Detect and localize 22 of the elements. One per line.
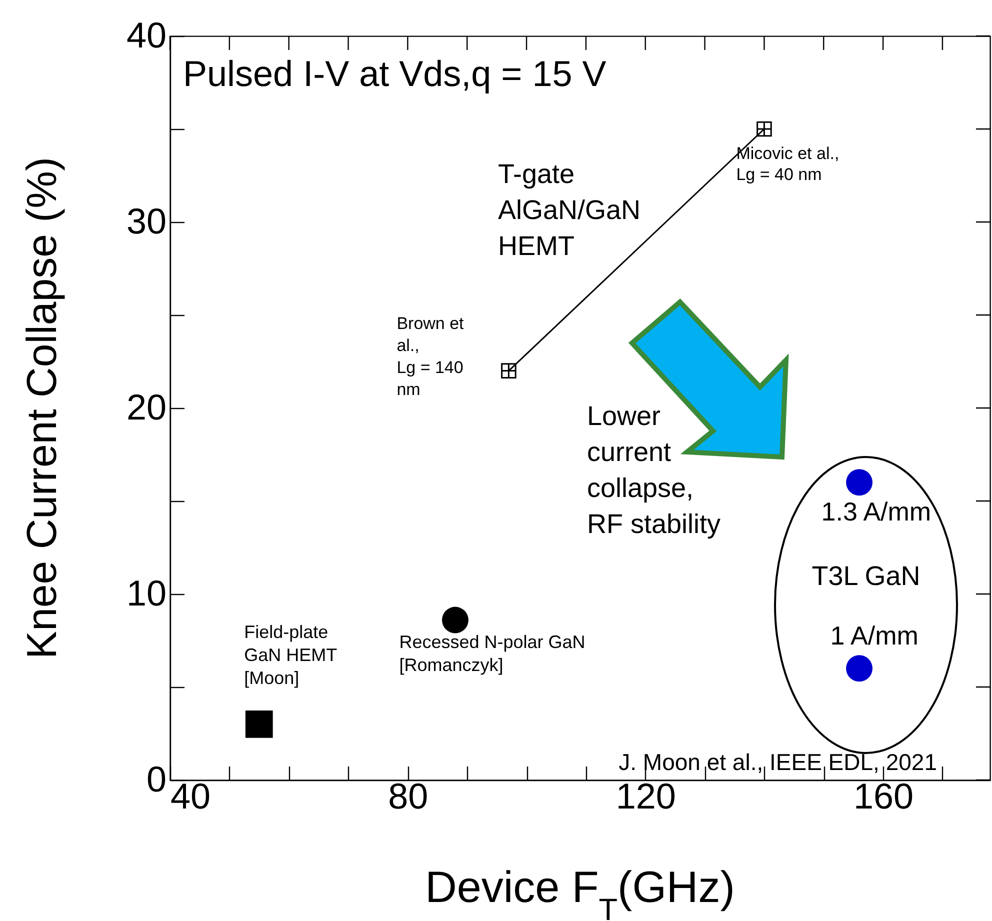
y-tick-label: 0 [146, 758, 166, 800]
y-axis-title: Knee Current Collapse (%) [18, 157, 65, 659]
annotation: Lower current collapse, RF stability [587, 401, 722, 539]
x-tick-label: 160 [854, 776, 914, 816]
x-tick-label: 120 [616, 776, 676, 816]
y-tick-label: 30 [126, 200, 166, 242]
annotation: Brown et al., Lg = 140 nm [396, 314, 464, 399]
x-tick-label: 40 [170, 776, 211, 816]
annotation: T3L GaN [812, 561, 920, 591]
annotation: Recessed N-polar GaN [Romanczyk] [399, 632, 586, 676]
annotation: Field-plate GaN HEMT [Moon] [244, 622, 338, 688]
annotation: Pulsed I-V at Vds,q = 15 V [183, 53, 606, 94]
x-axis-title: Device F$_{T}$(GHz) [425, 863, 735, 921]
annotation: 1.3 A/mm [821, 496, 932, 526]
x-tick-label: 80 [388, 776, 428, 816]
y-tick-label: 20 [126, 386, 166, 428]
annotation: J. Moon et al., IEEE EDL, 2021 [618, 749, 937, 775]
annotation: T-gate AlGaN/GaN HEMT [498, 159, 641, 261]
annotation: Micovic et al., Lg = 40 nm [736, 144, 840, 184]
y-tick-label: 40 [126, 14, 166, 56]
annotation: 1 A/mm [830, 620, 918, 650]
y-tick-label: 10 [126, 572, 166, 614]
